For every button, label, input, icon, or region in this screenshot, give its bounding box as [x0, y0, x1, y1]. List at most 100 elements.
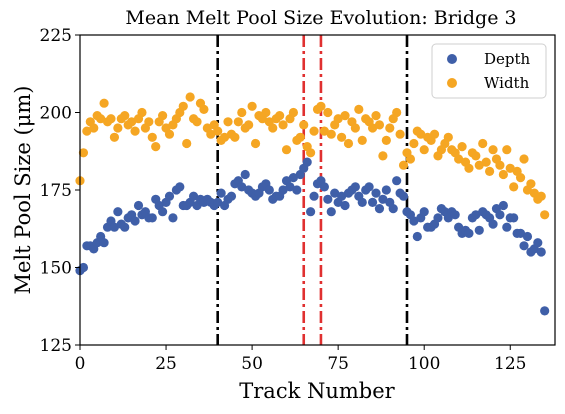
width-point: [319, 126, 329, 136]
depth-point: [488, 219, 498, 229]
depth-point: [226, 191, 237, 201]
depth-point: [519, 241, 529, 251]
width-point: [178, 101, 188, 111]
width-point: [113, 123, 123, 133]
width-point: [395, 129, 405, 139]
width-point: [137, 107, 147, 118]
width-point: [281, 145, 292, 155]
depth-point: [388, 204, 398, 214]
depth-point: [288, 173, 299, 183]
x-tick-label: 100: [408, 354, 440, 374]
width-point: [147, 132, 157, 142]
depth-point: [109, 222, 120, 232]
width-point: [158, 111, 168, 121]
width-point: [244, 120, 254, 130]
x-tick-label: 50: [241, 354, 263, 374]
width-point: [374, 120, 385, 130]
legend: Depth Width: [431, 43, 547, 99]
legend-depth-label: Depth: [484, 50, 531, 68]
depth-point: [381, 185, 391, 195]
width-point: [78, 148, 89, 158]
depth-point: [113, 207, 123, 217]
width-point: [526, 179, 536, 189]
width-point: [275, 111, 285, 121]
width-point: [151, 142, 161, 152]
depth-point: [216, 188, 226, 198]
width-point: [429, 129, 440, 139]
depth-point: [147, 213, 157, 223]
depth-point: [326, 207, 336, 217]
width-point: [519, 154, 529, 164]
depth-point: [450, 210, 460, 220]
depth-point: [323, 194, 333, 204]
width-point: [309, 126, 319, 136]
depth-point: [175, 182, 185, 192]
width-point: [367, 123, 378, 133]
width-point: [336, 132, 347, 142]
width-point: [405, 154, 416, 164]
width-point: [278, 120, 288, 130]
depth-point: [264, 185, 274, 195]
depth-point: [540, 306, 550, 316]
depth-point: [278, 185, 288, 195]
chart-title: Mean Melt Pool Size Evolution: Bridge 3: [125, 7, 516, 29]
depth-point: [237, 182, 247, 192]
depth-point: [336, 191, 347, 201]
legend-width-label: Width: [484, 74, 530, 92]
width-point: [498, 169, 508, 180]
y-tick-label: 175: [40, 181, 72, 201]
y-axis-label: Melt Pool Size (μm): [11, 86, 35, 295]
depth-point: [509, 213, 519, 223]
width-point: [502, 145, 512, 155]
depth-point: [99, 238, 109, 248]
depth-point: [367, 197, 378, 207]
width-point: [509, 182, 519, 192]
depth-point: [471, 210, 481, 220]
depth-point: [330, 188, 340, 198]
legend-box: [431, 43, 547, 99]
depth-point: [188, 191, 199, 201]
depth-point: [378, 194, 388, 204]
width-point: [96, 114, 106, 124]
width-series: [75, 92, 550, 220]
x-tick-label: 0: [75, 354, 86, 374]
depth-point: [536, 247, 546, 257]
legend-width-marker: [447, 78, 457, 88]
depth-point: [285, 182, 295, 192]
width-point: [409, 138, 419, 149]
width-point: [488, 145, 498, 155]
width-point: [127, 117, 137, 127]
width-point: [416, 129, 426, 139]
width-point: [89, 123, 99, 133]
width-point: [357, 135, 367, 145]
width-point: [288, 107, 299, 118]
depth-point: [164, 191, 175, 201]
width-point: [505, 163, 515, 173]
width-point: [268, 123, 278, 133]
width-point: [109, 132, 120, 142]
depth-point: [78, 262, 89, 273]
depth-point: [302, 157, 312, 167]
x-tick-label: 125: [494, 354, 526, 374]
y-tick-label: 125: [40, 336, 72, 356]
width-point: [250, 138, 261, 149]
width-point: [185, 92, 195, 102]
y-tick-label: 200: [40, 104, 72, 124]
depth-point: [364, 182, 374, 192]
width-point: [219, 132, 230, 142]
x-axis-ticks: 0 25 50 75 100 125: [75, 345, 526, 374]
depth-point: [464, 228, 474, 238]
y-tick-label: 150: [40, 259, 72, 279]
y-axis-ticks: 125 150 175 200 225: [40, 26, 80, 356]
width-point: [237, 107, 247, 118]
width-point: [398, 160, 409, 170]
width-point: [213, 126, 223, 136]
depth-point: [374, 204, 385, 214]
width-point: [471, 151, 481, 161]
width-point: [323, 107, 333, 118]
depth-point: [133, 200, 144, 211]
depth-point: [502, 222, 512, 232]
width-point: [457, 142, 467, 152]
depth-point: [240, 169, 250, 180]
width-point: [485, 166, 495, 176]
